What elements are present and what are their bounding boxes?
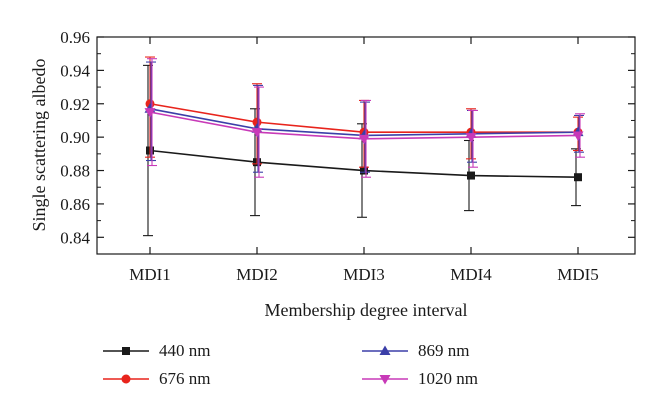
data-point xyxy=(144,108,156,118)
y-axis: 0.84 0.86 0.88 0.90 0.92 0.94 0.96 xyxy=(60,28,635,247)
x-axis-label: Membership degree interval xyxy=(265,300,468,320)
legend-label: 869 nm xyxy=(418,341,470,360)
x-axis: MDI1 MDI2 MDI3 MDI4 MDI5 xyxy=(129,37,599,284)
legend-marker xyxy=(121,374,131,384)
x-tick-label: MDI1 xyxy=(129,265,171,284)
x-tick-label: MDI5 xyxy=(557,265,599,284)
legend-marker xyxy=(122,347,130,355)
y-tick-label: 0.84 xyxy=(60,228,90,247)
x-tick-label: MDI2 xyxy=(236,265,278,284)
legend-marker xyxy=(379,375,391,385)
y-tick-label: 0.94 xyxy=(60,61,90,80)
legend-item: 869 nm xyxy=(362,341,469,361)
series-440-nm xyxy=(143,64,582,237)
legend-swatch xyxy=(362,375,408,385)
data-point xyxy=(467,171,475,180)
legend-label: 1020 nm xyxy=(418,369,478,388)
legend-swatch xyxy=(103,374,149,384)
series-1020-nm xyxy=(144,58,585,178)
series-676-nm xyxy=(145,56,583,168)
y-tick-label: 0.88 xyxy=(60,162,90,181)
data-point xyxy=(572,131,584,141)
x-tick-label: MDI3 xyxy=(343,265,385,284)
data-point xyxy=(251,128,263,138)
legend-label: 676 nm xyxy=(159,369,211,388)
legend-item: 1020 nm xyxy=(362,369,478,389)
data-point xyxy=(574,173,582,182)
legend-marker xyxy=(379,345,391,355)
plot-frame xyxy=(96,36,636,255)
y-tick-label: 0.92 xyxy=(60,95,90,114)
legend-swatch xyxy=(103,347,149,355)
plot-area xyxy=(143,56,585,237)
data-point xyxy=(360,166,368,175)
x-tick-label: MDI4 xyxy=(450,265,492,284)
y-tick-label: 0.90 xyxy=(60,128,90,147)
legend-item: 676 nm xyxy=(103,369,210,389)
legend-item: 440 nm xyxy=(103,341,210,361)
data-point xyxy=(465,133,477,143)
legend-label: 440 nm xyxy=(159,341,211,360)
legend-swatch xyxy=(362,345,408,355)
data-point xyxy=(358,134,370,145)
y-tick-label: 0.96 xyxy=(60,28,90,47)
y-axis-label: Single scattering albedo xyxy=(29,59,49,232)
y-tick-label: 0.86 xyxy=(60,195,90,214)
